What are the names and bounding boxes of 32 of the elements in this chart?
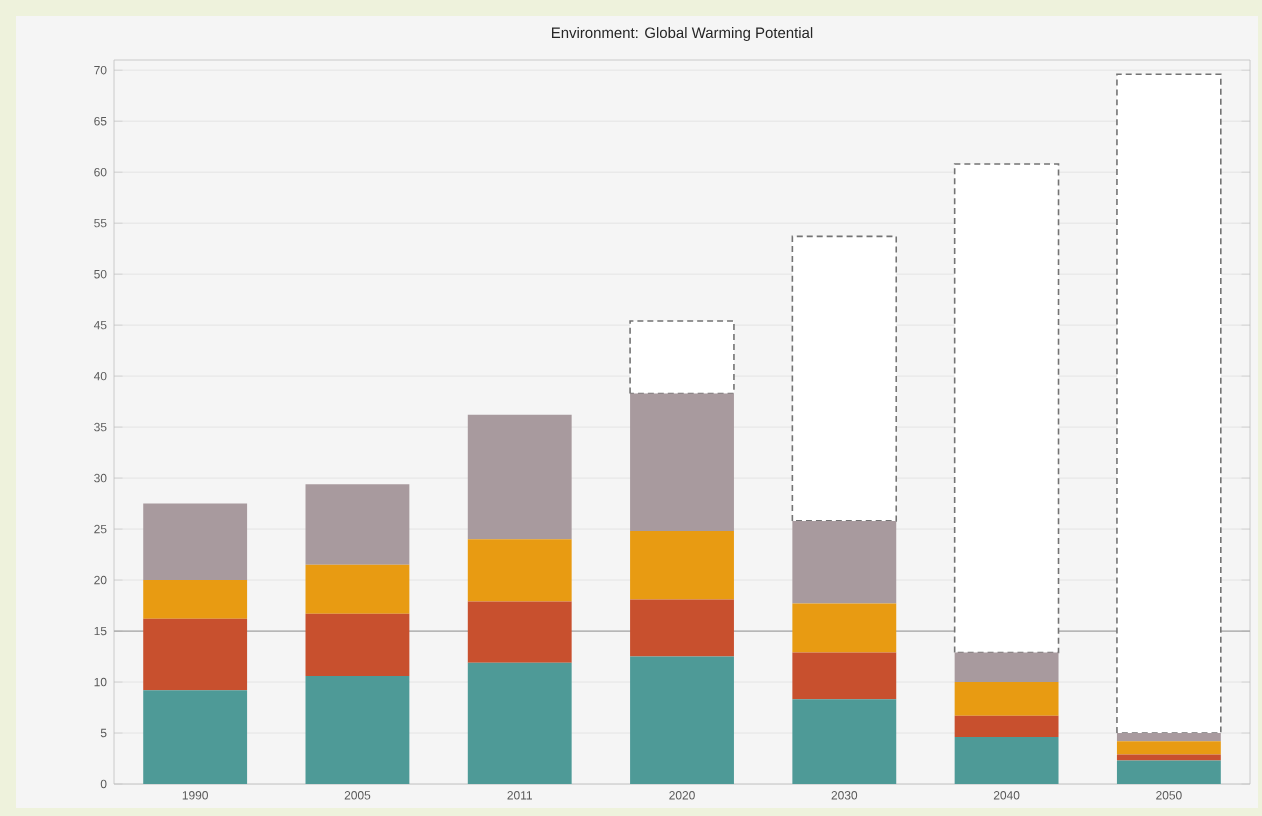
bar — [143, 690, 248, 784]
bar — [305, 484, 410, 565]
bar — [1116, 741, 1221, 755]
bar — [1116, 733, 1221, 742]
bar — [792, 699, 897, 784]
bar — [467, 414, 572, 540]
bar — [143, 618, 248, 691]
bar — [954, 682, 1059, 716]
bar — [630, 393, 734, 532]
bar — [467, 601, 572, 663]
bar — [143, 580, 248, 619]
bar — [305, 613, 410, 676]
bar — [467, 662, 572, 784]
bar — [953, 163, 1060, 654]
bar — [630, 599, 734, 657]
bar — [954, 737, 1059, 784]
bar — [629, 320, 735, 395]
bar — [1116, 73, 1222, 734]
bar — [792, 603, 897, 653]
bar — [143, 503, 248, 581]
bar — [305, 564, 410, 614]
bar — [792, 652, 897, 700]
bar — [791, 235, 898, 522]
bar — [792, 520, 897, 604]
bar — [305, 675, 410, 784]
bar — [954, 715, 1059, 738]
bar — [1116, 754, 1221, 761]
bar — [1116, 760, 1221, 784]
bar — [467, 539, 572, 602]
bar — [630, 656, 734, 784]
bar — [954, 652, 1059, 683]
bar — [630, 531, 734, 600]
